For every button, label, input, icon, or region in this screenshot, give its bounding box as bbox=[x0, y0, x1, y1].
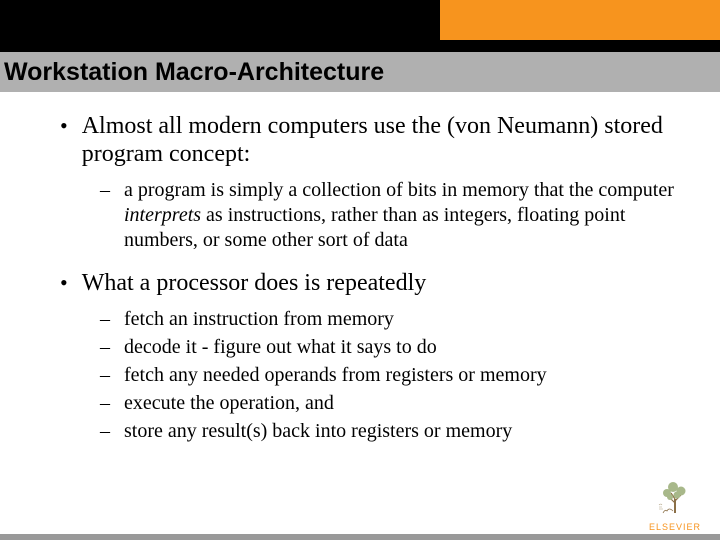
sub-pre: fetch any needed operands from registers… bbox=[124, 364, 547, 386]
sub-item: – execute the operation, and bbox=[100, 391, 690, 416]
bullet-dot: • bbox=[60, 112, 68, 168]
footer-bar bbox=[0, 534, 720, 540]
sub-dash: – bbox=[100, 419, 114, 444]
sub-pre: execute the operation, and bbox=[124, 392, 334, 414]
sub-item: – decode it - figure out what it says to… bbox=[100, 335, 690, 360]
sub-item: – fetch any needed operands from registe… bbox=[100, 363, 690, 388]
tree-icon bbox=[651, 475, 699, 515]
sub-item: – fetch an instruction from memory bbox=[100, 307, 690, 332]
sub-italic: interprets bbox=[124, 204, 201, 226]
sub-dash: – bbox=[100, 307, 114, 332]
sub-pre: a program is simply a collection of bits… bbox=[124, 179, 674, 201]
slide-content: • Almost all modern computers use the (v… bbox=[0, 92, 720, 444]
sub-dash: – bbox=[100, 391, 114, 416]
sub-text: a program is simply a collection of bits… bbox=[124, 178, 690, 253]
sub-pre: store any result(s) back into registers … bbox=[124, 420, 512, 442]
sub-list: – fetch an instruction from memory – dec… bbox=[100, 307, 690, 444]
bullet-text: What a processor does is repeatedly bbox=[82, 269, 427, 297]
top-black-bar bbox=[0, 0, 720, 52]
sub-list: – a program is simply a collection of bi… bbox=[100, 178, 690, 253]
sub-text: decode it - figure out what it says to d… bbox=[124, 335, 437, 360]
sub-item: – a program is simply a collection of bi… bbox=[100, 178, 690, 253]
sub-item: – store any result(s) back into register… bbox=[100, 419, 690, 444]
sub-dash: – bbox=[100, 363, 114, 388]
sub-dash: – bbox=[100, 335, 114, 360]
sub-text: execute the operation, and bbox=[124, 391, 334, 416]
sub-pre: fetch an instruction from memory bbox=[124, 308, 394, 330]
publisher-logo: ELSEVIER bbox=[640, 475, 710, 532]
bullet-item: • Almost all modern computers use the (v… bbox=[60, 112, 690, 168]
orange-accent-block bbox=[440, 0, 720, 40]
sub-dash: – bbox=[100, 178, 114, 253]
bullet-dot: • bbox=[60, 269, 68, 297]
slide-title: Workstation Macro-Architecture bbox=[4, 58, 384, 87]
sub-text: store any result(s) back into registers … bbox=[124, 419, 512, 444]
bullet-text: Almost all modern computers use the (von… bbox=[82, 112, 690, 168]
title-bar: Workstation Macro-Architecture bbox=[0, 52, 720, 92]
sub-pre: decode it - figure out what it says to d… bbox=[124, 336, 437, 358]
publisher-name: ELSEVIER bbox=[640, 522, 710, 532]
sub-text: fetch any needed operands from registers… bbox=[124, 363, 547, 388]
bullet-item: • What a processor does is repeatedly bbox=[60, 269, 690, 297]
sub-text: fetch an instruction from memory bbox=[124, 307, 394, 332]
